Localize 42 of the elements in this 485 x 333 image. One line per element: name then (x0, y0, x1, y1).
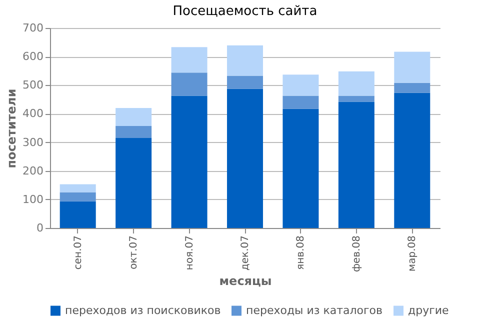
bar (394, 92, 430, 228)
y-tick-label: 0 (36, 222, 44, 234)
bar (338, 71, 374, 96)
bar (338, 96, 374, 102)
y-axis-title: посетители (4, 88, 19, 168)
y-tick-label: 700 (22, 22, 44, 34)
bar (116, 108, 152, 126)
legend-label: переходов из поисковиков (65, 304, 221, 317)
x-axis-title: месяцы (219, 274, 272, 288)
bar (282, 108, 319, 228)
bar (282, 74, 319, 96)
y-tick-label: 100 (22, 192, 44, 206)
x-tick-label: окт.07 (128, 236, 140, 270)
y-tick-label: 400 (22, 107, 44, 120)
bar (338, 102, 374, 228)
legend-label: другие (408, 304, 450, 317)
bar (171, 96, 208, 228)
bar (227, 45, 263, 76)
y-tick-label: 600 (22, 50, 44, 64)
bar (60, 201, 96, 228)
x-tick-label: фев.08 (351, 236, 362, 272)
y-tick-label: 200 (22, 164, 44, 178)
legend-label: переходы из каталогов (246, 304, 383, 317)
y-tick-label: 300 (22, 136, 44, 149)
bar (394, 52, 430, 83)
bar (116, 126, 152, 138)
bar (171, 47, 208, 73)
x-tick-label: дек.07 (240, 236, 251, 271)
x-tick-label: ноя.07 (184, 236, 196, 270)
bar (60, 192, 96, 202)
bar (60, 184, 96, 192)
x-tick-label: янв.08 (296, 236, 307, 270)
bar (227, 88, 263, 228)
bar (116, 138, 152, 228)
y-tick-label: 500 (22, 78, 44, 92)
x-tick-label: сен.07 (72, 236, 84, 270)
bar (171, 72, 208, 96)
bar (394, 82, 430, 93)
bar (282, 96, 319, 109)
chart-title: Посещаемость сайта (172, 4, 318, 19)
bar (227, 76, 263, 89)
x-tick-label: мар.08 (407, 236, 418, 272)
